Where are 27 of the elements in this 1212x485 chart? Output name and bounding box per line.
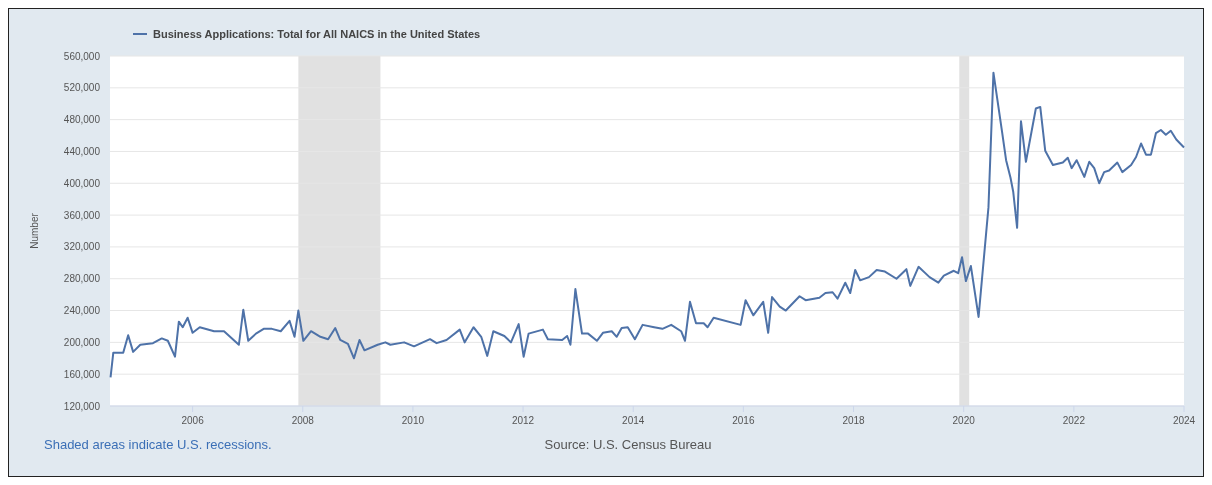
y-axis-title: Number [29, 212, 40, 249]
line-series [109, 71, 1185, 379]
y-tick-label: 200,000 [63, 336, 101, 348]
x-tick-label: 2014 [622, 415, 645, 426]
x-tick-label: 2008 [291, 415, 315, 426]
y-tick-label: 240,000 [63, 305, 101, 317]
y-tick-label: 280,000 [63, 273, 101, 285]
text: Shaded areas indicate U.S. recessions. [44, 437, 272, 452]
x-tick-label: 2016 [732, 415, 755, 426]
y-tick-label: 520,000 [63, 82, 101, 94]
x-tick-label: 2024 [1172, 415, 1196, 426]
y-tick-label: 440,000 [63, 145, 101, 157]
y-tick-label: 480,000 [63, 114, 101, 126]
x-tick-label: 2018 [842, 415, 866, 426]
x-tick-label: 2020 [952, 415, 976, 426]
x-tick-label: 2006 [181, 415, 205, 426]
y-tick-label: 400,000 [63, 177, 101, 189]
x-tick-label: 2012 [511, 415, 535, 426]
y-tick-label: 160,000 [63, 368, 101, 380]
source-note: Source: U.S. Census Bureau [544, 437, 712, 452]
y-tick-label: 120,000 [63, 400, 101, 412]
legend-label: Business Applications: Total for All NAICS in the United States [153, 27, 481, 40]
y-tick-label: 320,000 [63, 241, 101, 253]
y-tick-label: 360,000 [63, 209, 101, 221]
x-tick-label: 2010 [401, 415, 425, 426]
y-tick-label: 560,000 [63, 50, 101, 62]
x-tick-label: 2022 [1062, 415, 1086, 426]
